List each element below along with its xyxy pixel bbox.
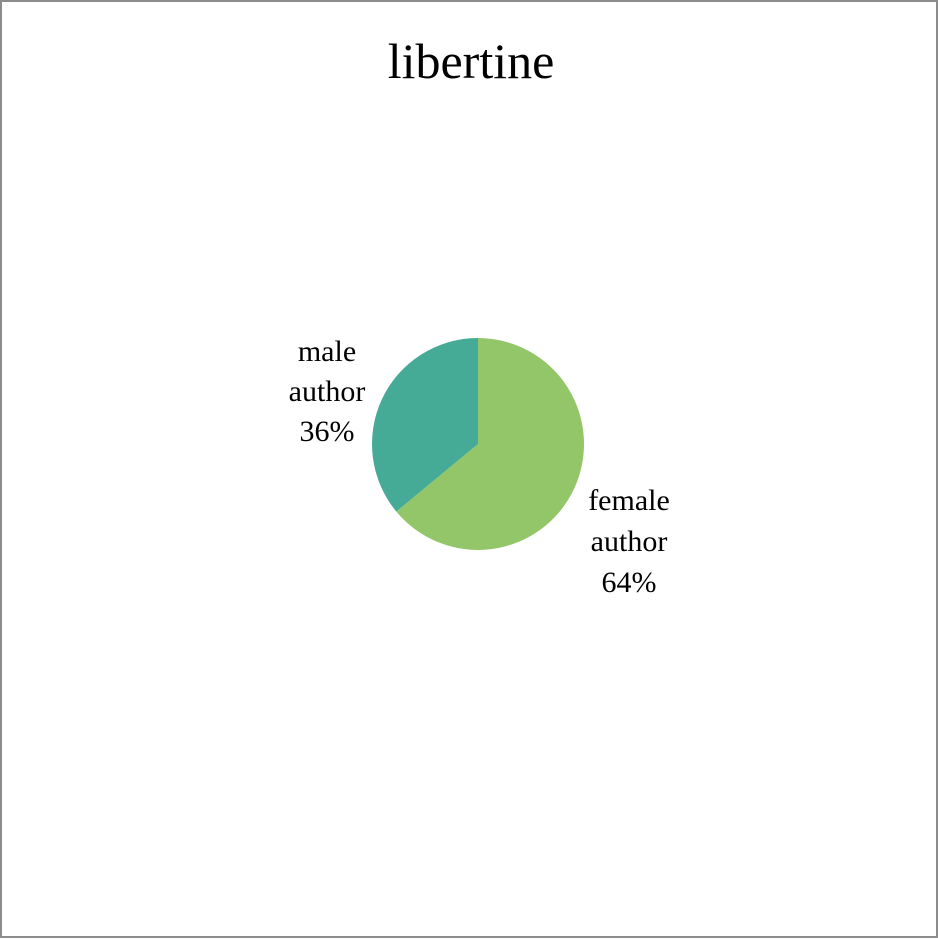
pie-slices xyxy=(371,338,584,550)
slice-label-female-line2: author xyxy=(591,525,668,558)
slice-label-female-value: 64% xyxy=(602,566,657,599)
slice-label-male-line1: male xyxy=(298,335,356,368)
pie-slice-male-author xyxy=(371,338,478,512)
slice-label-female-author: female author 64% xyxy=(588,484,670,599)
slice-label-female-line1: female xyxy=(588,484,670,517)
slice-label-male-line2: author xyxy=(289,375,366,408)
slice-label-male-author: male author 36% xyxy=(289,335,366,448)
chart-title: libertine xyxy=(388,33,555,89)
slice-label-male-value: 36% xyxy=(300,415,355,448)
pie-slice-female-author xyxy=(396,338,584,550)
